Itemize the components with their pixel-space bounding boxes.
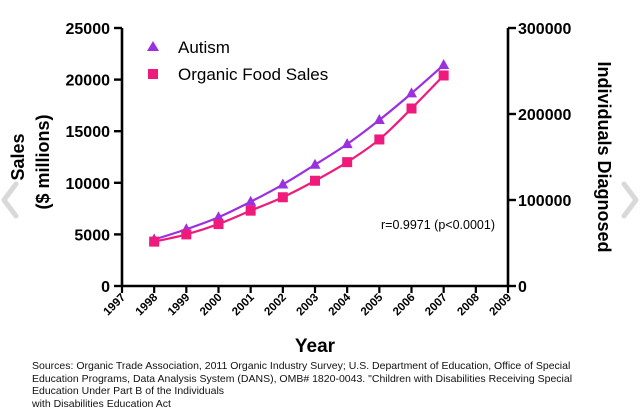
x-axis-title: Year xyxy=(295,336,336,357)
data-point-organic-food-sales xyxy=(245,205,256,216)
legend-marker-autism xyxy=(147,41,159,51)
data-point-autism xyxy=(406,87,417,98)
sources-note: Sources: Organic Trade Association, 2011… xyxy=(32,360,632,410)
data-point-organic-food-sales xyxy=(406,103,417,114)
data-point-organic-food-sales xyxy=(277,192,288,203)
y-axis-left-title-line1: Sales xyxy=(8,133,28,180)
x-tick-label: 1998 xyxy=(134,291,161,318)
x-tick-label: 2009 xyxy=(488,292,515,319)
data-point-autism xyxy=(373,114,385,125)
x-tick-label: 2003 xyxy=(295,292,322,319)
x-tick-label: 1999 xyxy=(166,292,193,319)
series-line-organic-food-sales xyxy=(153,74,445,243)
series-line-autism xyxy=(153,64,445,241)
x-tick-label: 2001 xyxy=(230,291,257,318)
data-point-organic-food-sales xyxy=(213,219,224,230)
data-point-organic-food-sales xyxy=(342,157,353,168)
data-point-organic-food-sales xyxy=(374,134,385,145)
y-left-tick-label: 25000 xyxy=(66,21,111,38)
y-left-tick-label: 20000 xyxy=(66,73,111,90)
sources-line: with Disabilities Education Act xyxy=(32,397,171,410)
y-left-tick-label: 10000 xyxy=(66,176,111,193)
x-tick-label: 2002 xyxy=(262,292,289,319)
data-point-autism xyxy=(438,58,450,69)
data-point-autism xyxy=(245,195,257,206)
y-left-tick-label: 5000 xyxy=(74,227,110,244)
sources-line: Sources: Organic Trade Association, 2011… xyxy=(32,360,571,372)
data-point-organic-food-sales xyxy=(438,70,449,81)
y-left-tick-label: 0 xyxy=(101,279,110,296)
y-axis-right-title: Individuals Diagnosed xyxy=(594,61,614,252)
sources-line: Education Under Part B of the Individual… xyxy=(32,385,225,397)
sources-line: Education Programs, Data Analysis System… xyxy=(32,372,573,385)
next-arrow-icon[interactable] xyxy=(618,180,640,220)
x-tick-label: 2000 xyxy=(198,292,225,319)
x-tick-label: 2006 xyxy=(391,292,418,319)
x-tick-label: 2004 xyxy=(327,291,354,318)
previous-arrow-icon[interactable] xyxy=(0,180,22,220)
legend-label-organic-food-sales: Organic Food Sales xyxy=(178,65,328,84)
y-right-tick-label: 200000 xyxy=(518,107,571,124)
data-point-organic-food-sales xyxy=(310,175,320,186)
data-point-autism xyxy=(309,158,321,169)
data-point-organic-food-sales xyxy=(181,229,192,240)
legend-marker-organic-food-sales xyxy=(148,69,158,79)
data-point-autism xyxy=(341,138,353,149)
data-point-organic-food-sales xyxy=(149,236,160,247)
data-point-autism xyxy=(277,178,289,189)
x-tick-label: 2007 xyxy=(423,292,450,319)
correlation-annotation: r=0.9971 (p<0.0001) xyxy=(381,218,495,232)
y-left-tick-label: 15000 xyxy=(66,124,111,141)
y-right-tick-label: 100000 xyxy=(518,193,571,210)
x-tick-label: 2008 xyxy=(455,291,482,318)
y-axis-left-title-line2: ($ millions) xyxy=(33,114,53,209)
x-tick-label: 2005 xyxy=(359,291,386,318)
y-right-tick-label: 300000 xyxy=(518,21,571,38)
data-point-autism xyxy=(213,211,224,222)
y-right-tick-label: 0 xyxy=(518,279,527,296)
legend-label-autism: Autism xyxy=(178,38,230,57)
